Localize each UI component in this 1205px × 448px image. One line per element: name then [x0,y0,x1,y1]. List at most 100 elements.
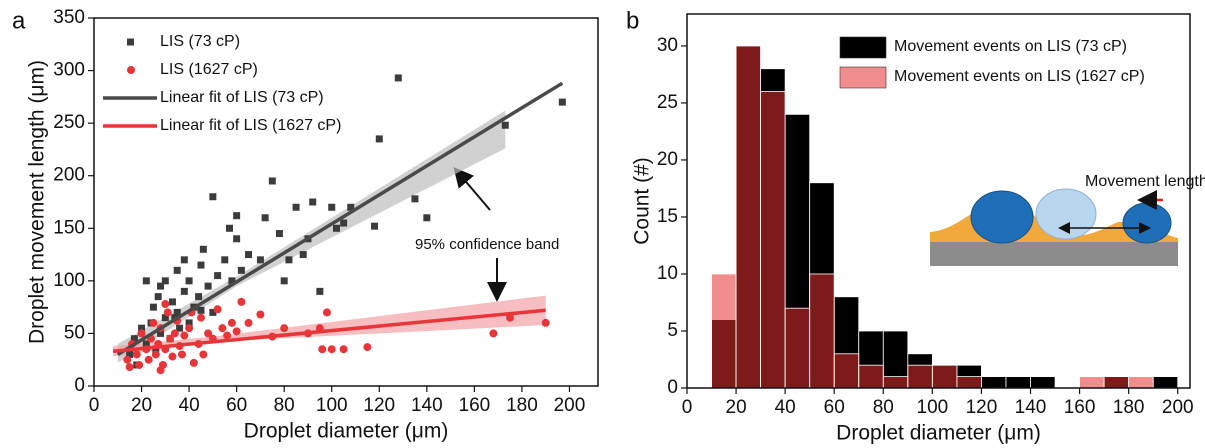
y-tick-label: 5 [667,320,678,341]
legend-label: Linear fit of LIS (1627 cP) [160,117,341,134]
annotation: Movement length [1085,173,1205,190]
point [237,297,246,306]
point [196,313,205,322]
y-tick-label: 15 [657,206,678,227]
point [142,277,150,285]
x-tick-label: 100 [917,397,949,418]
point [318,345,327,354]
plot-area: 0 20 40 60 80 100 120 140 160 180 200 0 5 10 15 20 25 30 D… [626,7,1205,444]
inset-schematic [930,188,1178,266]
point [316,287,324,295]
point [126,350,134,358]
point [328,203,336,211]
point [161,314,169,322]
point [132,350,141,359]
point [233,235,241,243]
x-tick-label: 180 [1113,397,1145,418]
x-tick-label: 160 [1064,397,1096,418]
point [299,251,307,259]
point [209,193,217,201]
point [232,327,241,336]
bar [1152,376,1179,389]
point [221,256,229,264]
point [168,298,176,306]
bar [1005,376,1031,389]
legend-label: Movement events on LIS (1627 cP) [894,68,1145,85]
point [176,324,184,332]
point [130,335,138,343]
bar [931,364,958,389]
point [339,345,348,354]
point [209,308,217,316]
point [213,305,222,314]
point [423,214,431,222]
x-axis-title: Droplet diameter (μm) [244,420,449,443]
x-tick-label: 140 [411,395,443,416]
point [411,195,419,203]
droplet [1122,202,1172,244]
point [197,306,205,314]
bar [711,273,737,389]
x-tick-label: 160 [459,395,491,416]
point [138,324,146,332]
bar [1030,376,1056,389]
point [177,350,186,359]
point [292,203,300,211]
point [233,212,241,220]
y-tick-label: 25 [657,92,678,113]
point [489,329,498,338]
y-tick-label: 200 [53,165,85,186]
point [223,331,232,340]
bar [1103,376,1130,389]
annotation-arrow [453,166,491,211]
point [256,256,264,264]
point [154,293,162,301]
point [394,74,402,82]
legend-label: LIS (1627 cP) [160,61,258,78]
point [168,352,177,361]
point [123,355,132,364]
y-tick-label: 250 [53,112,85,133]
point [166,334,175,343]
point [161,277,169,285]
y-tick-label: 30 [657,35,678,56]
point [204,282,212,290]
x-tick-label: 80 [274,395,295,416]
point [149,318,158,327]
point [185,277,193,285]
x-tick-label: 20 [131,395,152,416]
legend-swatch [839,66,887,89]
x-tick-label: 60 [226,395,247,416]
point [180,287,188,295]
bar [858,364,884,389]
x-tick-label: 60 [824,397,845,418]
point [275,230,283,238]
bar [981,376,1007,389]
point [322,308,331,317]
point [173,308,181,316]
y-tick-label: 0 [74,375,85,396]
point [180,256,188,264]
point [327,345,336,354]
point [149,303,157,311]
point [152,345,160,353]
y-tick-label: 100 [53,270,85,291]
droplet [970,190,1034,244]
plot-area: 0 20 40 60 80 100 120 140 160 180 200 0 50 100 150 200 2… [12,7,599,443]
point [157,329,165,337]
x-tick-label: 0 [682,397,693,418]
x-tick-label: 20 [726,397,747,418]
legend-label: LIS (73 cP) [160,33,240,50]
bar [784,307,811,389]
x-tick-label: 40 [775,397,796,418]
point [214,272,222,280]
point [558,98,566,106]
x-tick-label: 140 [1015,397,1047,418]
point [285,256,293,264]
point [197,261,205,269]
legend-swatch [839,36,887,59]
y-axis-title: Count (#) [631,157,654,245]
y-tick-label: 300 [53,60,85,81]
point [135,360,144,369]
